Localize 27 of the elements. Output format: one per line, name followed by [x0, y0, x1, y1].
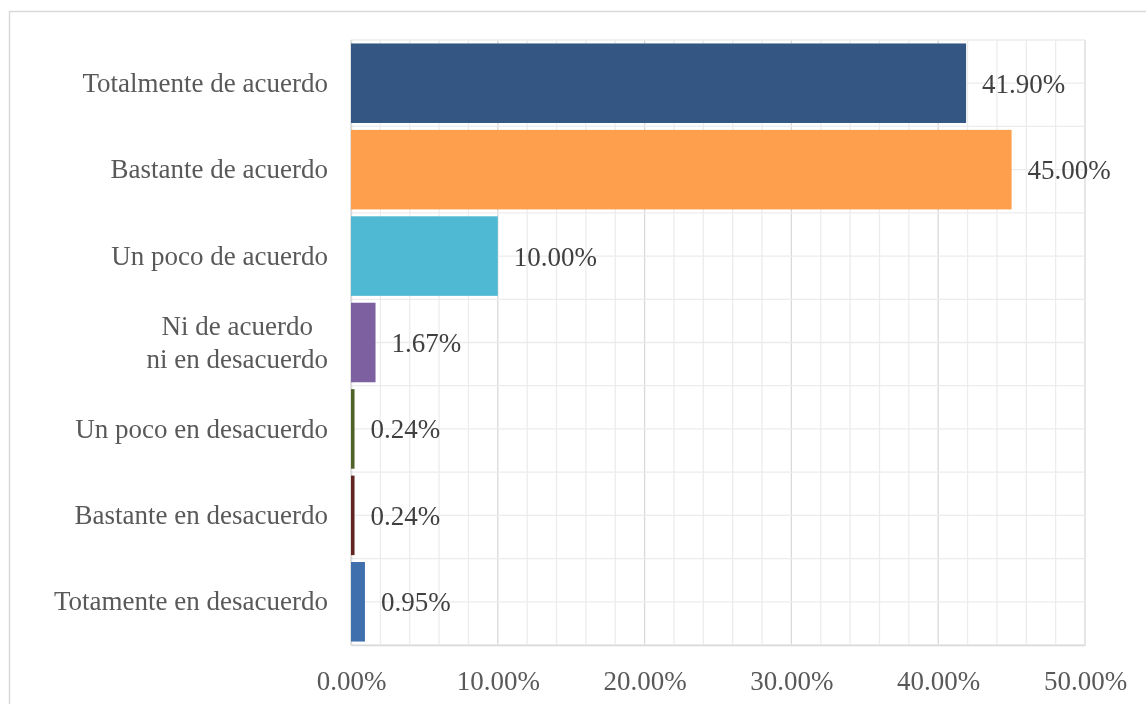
bar — [351, 562, 365, 642]
data-label: 10.00% — [513, 241, 598, 272]
x-tick-label: 30.00% — [750, 666, 834, 697]
data-label: 0.24% — [370, 414, 441, 445]
x-tick-label: 0.00% — [316, 666, 387, 697]
data-label: 45.00% — [1027, 155, 1111, 186]
y-tick-label: Bastante en desacuerdo — [74, 500, 328, 530]
y-tick-label: Totalmente de acuerdo — [82, 67, 328, 98]
bar — [351, 475, 355, 556]
bar — [351, 389, 355, 469]
y-tick-label: Un poco en desacuerdo — [75, 413, 328, 444]
x-tick-label: 10.00% — [456, 666, 540, 697]
y-tick-label: Un poco de acuerdo — [111, 240, 328, 271]
data-label: 1.67% — [391, 327, 462, 358]
y-tick-label: Totamente en desacuerdo — [54, 586, 328, 617]
x-tick-label: 20.00% — [603, 666, 687, 697]
bar — [351, 43, 967, 123]
data-label: 0.95% — [380, 587, 451, 618]
bar — [351, 216, 498, 296]
data-label: 41.90% — [982, 68, 1066, 99]
y-tick-label: Ni de acuerdo ni en desacuerdo — [146, 310, 328, 374]
y-tick-label: Bastante de acuerdo — [110, 154, 328, 185]
data-label: 0.24% — [370, 500, 441, 531]
bar — [351, 129, 1012, 210]
x-tick-label: 50.00% — [1043, 666, 1128, 697]
bar — [351, 302, 376, 383]
x-tick-label: 40.00% — [897, 666, 981, 697]
